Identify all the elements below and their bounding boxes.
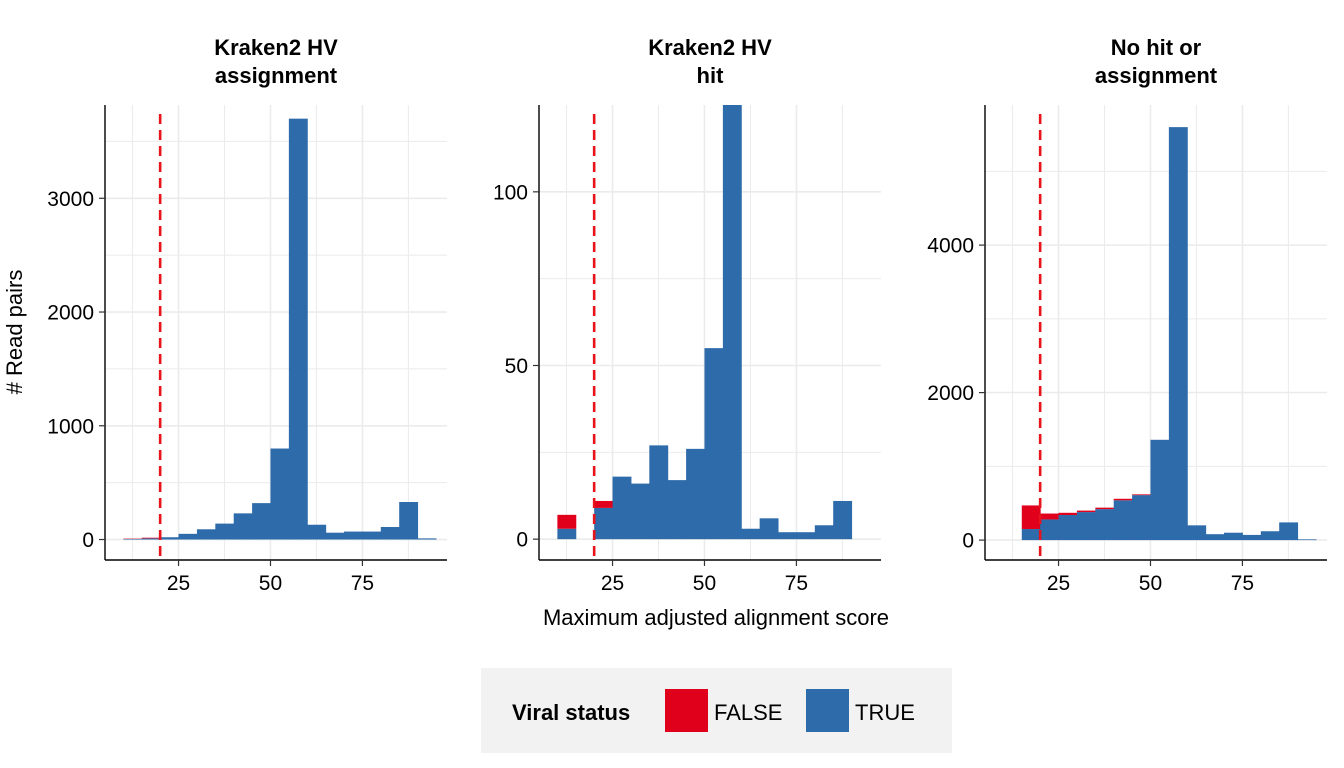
bar-true <box>270 448 290 540</box>
panel-title-line: hit <box>697 63 725 88</box>
bar-true <box>1297 539 1317 541</box>
bar-true <box>215 523 235 540</box>
x-tick-label: 75 <box>785 572 808 595</box>
y-tick-label: 100 <box>493 181 528 204</box>
bar-true <box>325 532 345 540</box>
legend: Viral status FALSE TRUE <box>481 668 952 753</box>
bar-false <box>1095 507 1115 510</box>
bar-true <box>1058 515 1078 541</box>
bar-true <box>196 529 216 540</box>
panel-2: 0 50 100 25 50 75 Kraken2 HV hit <box>493 35 881 595</box>
bar-true <box>557 528 577 540</box>
bar-true <box>759 518 779 540</box>
bar-true <box>417 538 437 540</box>
legend-background <box>481 668 952 753</box>
bar-true <box>123 538 143 540</box>
bar-true <box>380 527 400 540</box>
x-tick-label: 75 <box>1231 572 1254 595</box>
y-tick-label: 4000 <box>927 235 974 258</box>
x-axis-title: Maximum adjusted alignment score <box>543 605 889 630</box>
y-tick-label: 0 <box>516 529 528 552</box>
y-tick-label: 3000 <box>47 188 94 211</box>
bar-true <box>288 118 308 540</box>
bar-true <box>1279 522 1299 541</box>
bar-true <box>1021 529 1041 541</box>
x-tick-label: 25 <box>601 572 624 595</box>
x-tick-label: 50 <box>1139 572 1162 595</box>
bar-true <box>362 531 382 540</box>
bar-true <box>1150 439 1170 541</box>
bar-true <box>667 480 687 540</box>
bar-true <box>612 476 632 540</box>
bar-true <box>252 503 271 540</box>
bar-true <box>1076 512 1096 541</box>
bar-false <box>1076 510 1096 513</box>
panel-title-line: No hit or <box>1111 35 1202 60</box>
bar-true <box>1168 127 1188 541</box>
y-tick-label: 1000 <box>47 415 94 438</box>
bar-true <box>594 507 614 540</box>
bar-true <box>1187 525 1207 541</box>
bar-true <box>1242 534 1262 541</box>
bar-true <box>399 501 419 540</box>
legend-label-true: TRUE <box>855 700 915 725</box>
bar-false <box>1113 498 1133 501</box>
bar-false <box>1058 512 1078 516</box>
y-tick-label: 2000 <box>47 302 94 325</box>
legend-key-false <box>665 689 708 732</box>
bar-true <box>704 348 724 540</box>
bar-true <box>630 483 650 540</box>
y-tick-label: 0 <box>82 529 94 552</box>
bar-true <box>741 528 761 540</box>
x-tick-label: 75 <box>351 572 374 595</box>
bar-true <box>778 532 797 540</box>
panel-title-line: Kraken2 HV <box>648 35 772 60</box>
panel-3: 0 2000 4000 25 50 75 No hit or assignment <box>927 35 1327 595</box>
bar-true <box>1095 509 1115 541</box>
panel-title-line: Kraken2 HV <box>214 35 338 60</box>
legend-title: Viral status <box>512 700 630 725</box>
bar-true <box>307 524 327 540</box>
bar-true <box>141 538 161 540</box>
bar-true <box>178 533 198 540</box>
bar-false <box>557 514 577 529</box>
legend-key-true <box>806 689 849 732</box>
x-tick-label: 25 <box>167 572 190 595</box>
bar-true <box>160 537 180 540</box>
bar-true <box>233 513 253 540</box>
y-tick-label: 50 <box>505 355 528 378</box>
bar-true <box>686 448 705 540</box>
bar-true <box>796 532 816 540</box>
bar-false <box>594 500 614 508</box>
y-tick-label: 0 <box>962 530 974 553</box>
bar-true <box>1040 519 1060 541</box>
bar-false <box>141 537 161 539</box>
bar-true <box>1205 534 1225 541</box>
bar-true <box>344 531 363 540</box>
bar-false <box>1132 494 1151 496</box>
x-tick-label: 50 <box>259 572 282 595</box>
panel-1: 0 1000 2000 3000 25 50 75 Kraken2 HV assignment <box>47 35 447 595</box>
x-tick-label: 25 <box>1047 572 1070 595</box>
bar-true <box>833 500 853 540</box>
x-tick-label: 50 <box>693 572 716 595</box>
y-axis-title: # Read pairs <box>2 270 27 395</box>
bar-true <box>814 525 834 540</box>
bar-true <box>649 445 669 540</box>
bar-true <box>722 105 742 540</box>
bar-false <box>1040 513 1060 520</box>
bar-false <box>1021 505 1041 530</box>
bar-true <box>1132 495 1151 541</box>
bar-true <box>1260 531 1280 541</box>
bar-true <box>1113 500 1133 541</box>
bar-true <box>1224 532 1243 541</box>
panel-title-line: assignment <box>1095 63 1218 88</box>
legend-label-false: FALSE <box>714 700 782 725</box>
panel-title-line: assignment <box>215 63 338 88</box>
y-tick-label: 2000 <box>927 382 974 405</box>
